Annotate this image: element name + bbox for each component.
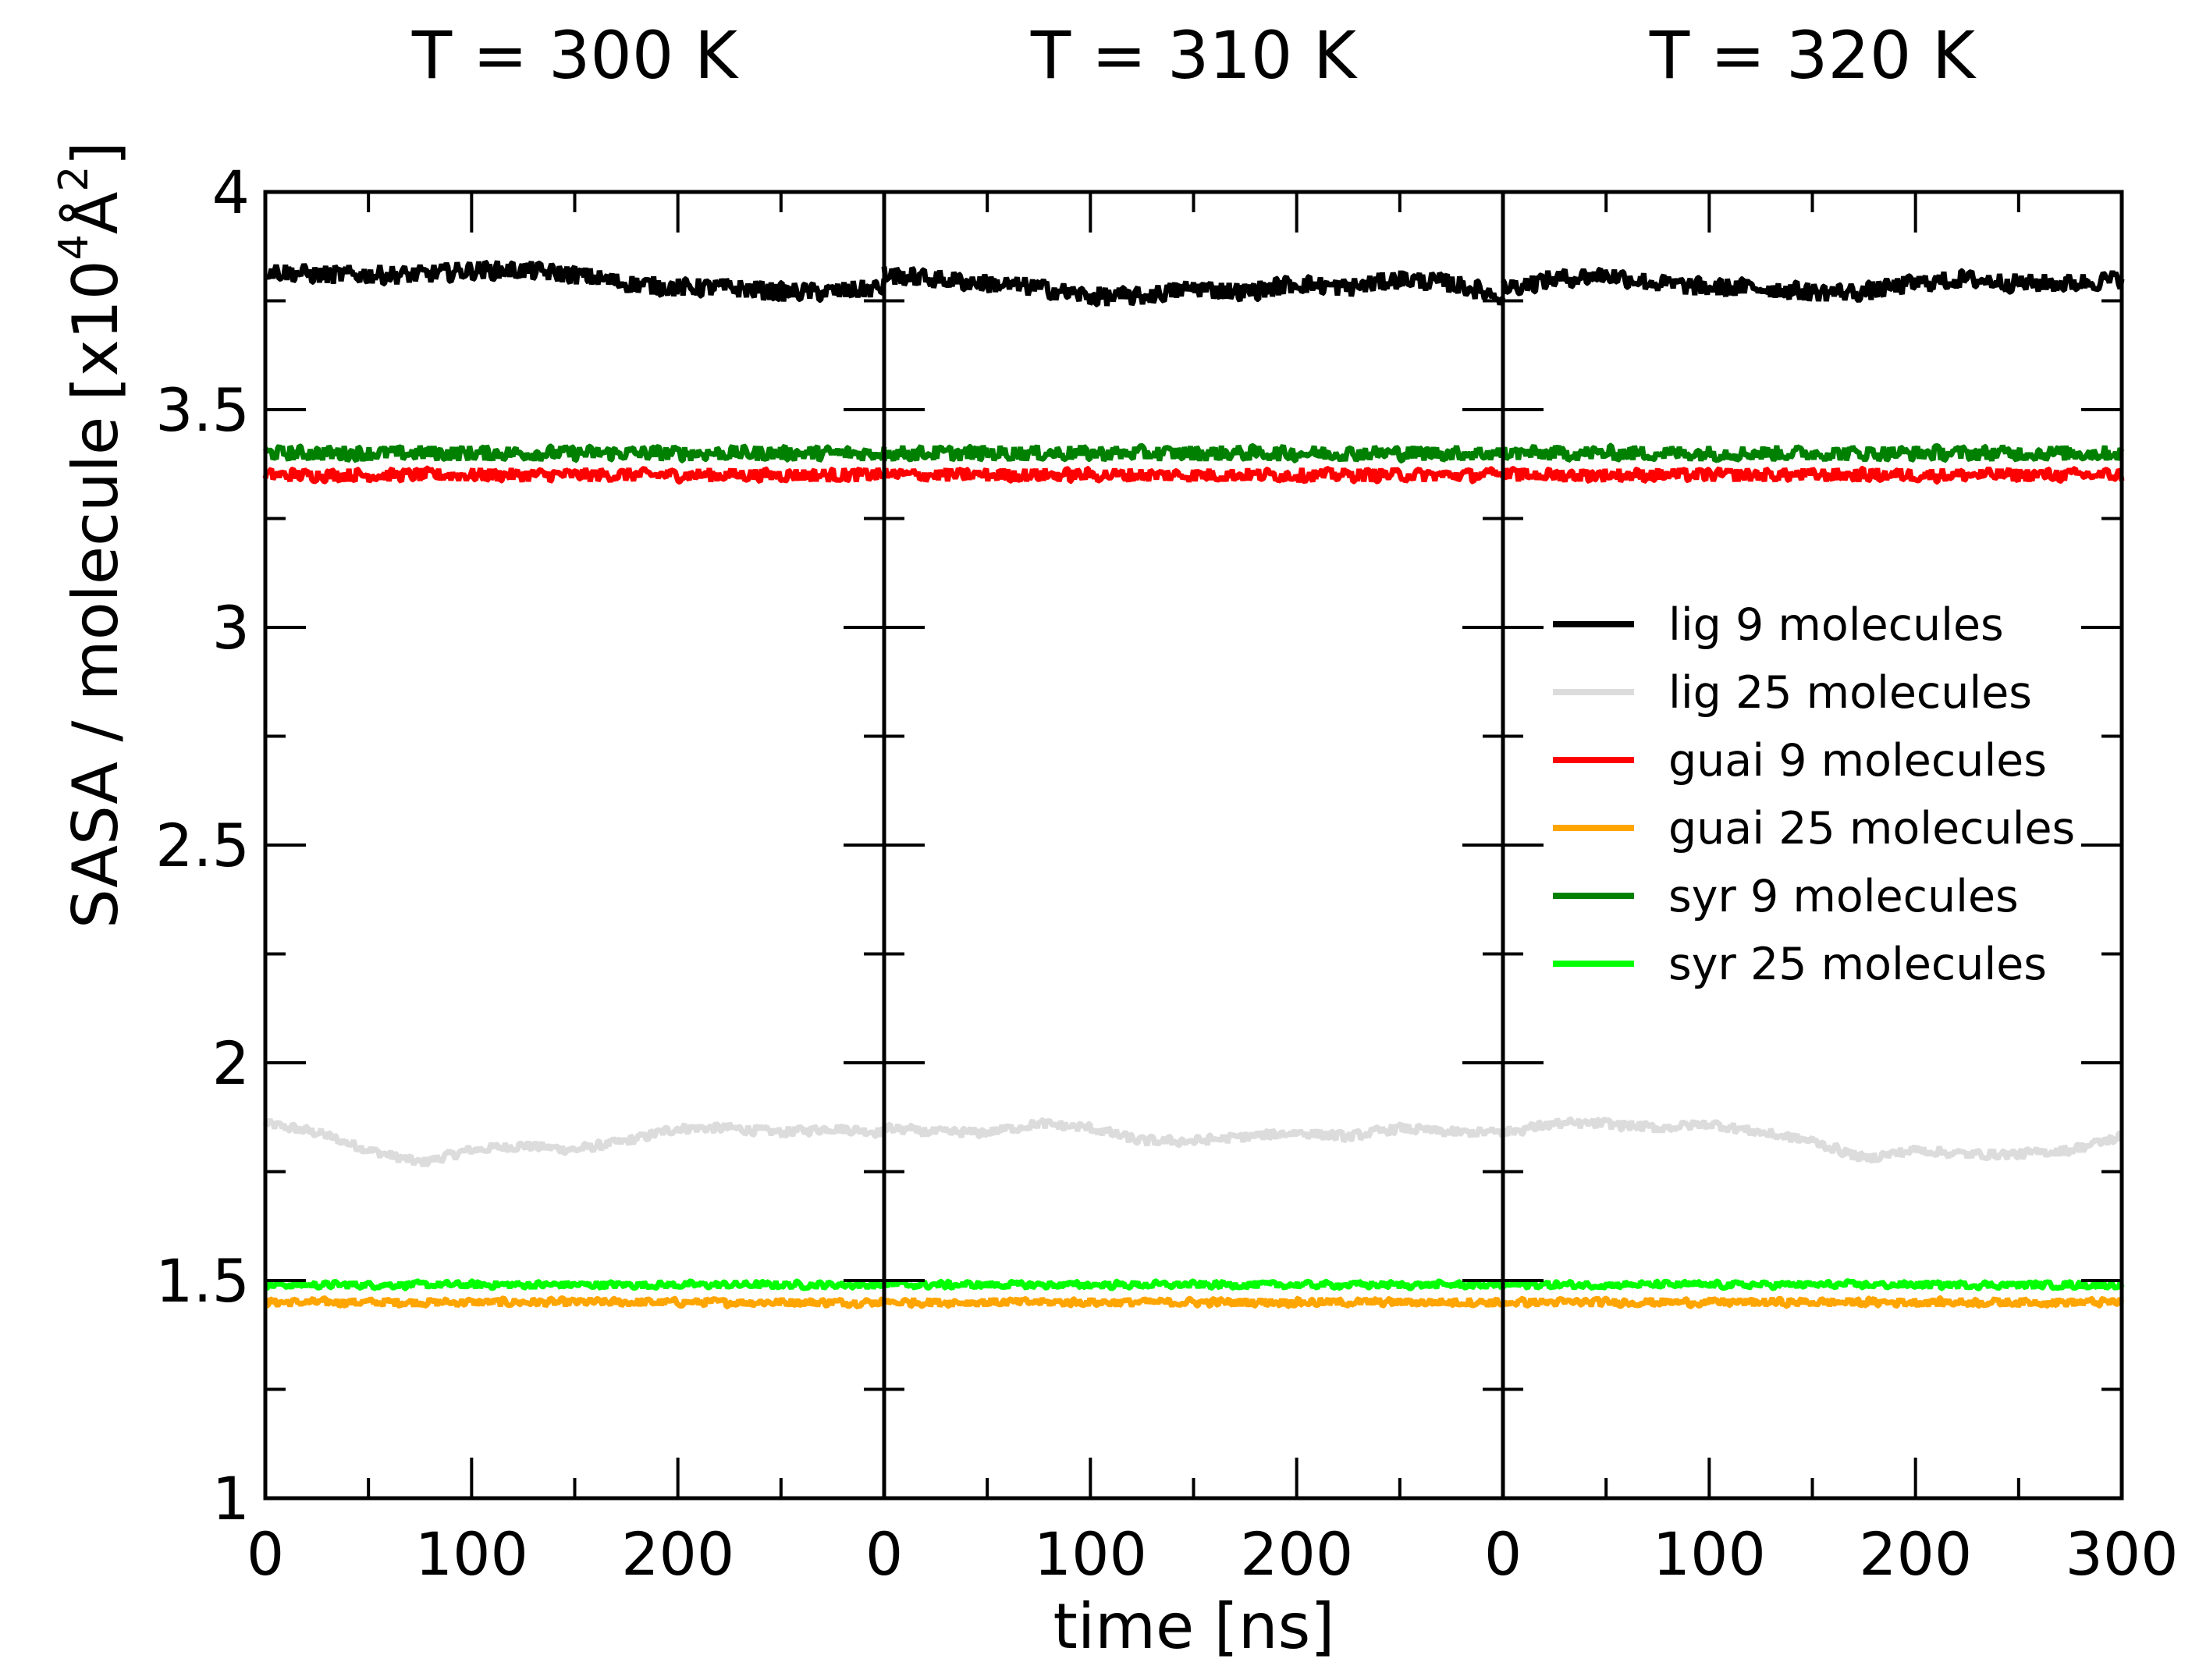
x-tick-label-last: 300: [2065, 1519, 2178, 1589]
series-line-lig-25-molecules-panel-2: [881, 1117, 1505, 1149]
x-axis-title: time [ns]: [1053, 1590, 1335, 1663]
panel-title-3: T = 320 K: [1649, 17, 1977, 94]
legend-label-guai-9-molecules: guai 9 molecules: [1668, 735, 2047, 787]
series-line-syr-9-molecules-panel-1: [262, 443, 887, 464]
series-line-guai-25-molecules-panel-2: [881, 1295, 1505, 1309]
y-tick-label: 3: [212, 593, 250, 662]
x-tick-label-panel-3: 0: [1484, 1519, 1522, 1589]
x-tick-label-panel-2: 200: [1240, 1519, 1353, 1589]
series-line-lig-9-molecules-panel-2: [881, 266, 1506, 307]
x-tick-label-panel-2: 0: [865, 1519, 903, 1589]
legend-label-syr-9-molecules: syr 9 molecules: [1668, 871, 2019, 922]
legend-label-guai-25-molecules: guai 25 molecules: [1668, 803, 2075, 854]
label-layer: time [ns] SASA / molecule[x104Å2]: [51, 141, 1334, 1663]
y-axis-title: SASA / molecule [x104Å2]: [51, 141, 132, 929]
series-line-guai-9-molecules-panel-2: [881, 465, 1506, 485]
y-axis-title-main: SASA / molecule: [59, 417, 132, 929]
y-axis-title-unit-exp: 2: [51, 165, 98, 191]
y-tick-label: 3.5: [155, 375, 250, 445]
series-line-syr-25-molecules-panel-3: [1501, 1278, 2125, 1291]
series-line-guai-9-molecules-panel-1: [262, 465, 886, 485]
legend: lig 9 molecules lig 25 molecules guai 9 mo…: [1553, 599, 2075, 990]
y-axis-title-unit: [x10: [59, 260, 132, 400]
y-tick-label: 1: [212, 1464, 250, 1533]
series-line-syr-25-molecules-panel-2: [882, 1278, 1505, 1291]
y-axis-title-close: ]: [59, 141, 132, 165]
y-axis-title-unit-symbol: Å: [59, 191, 132, 234]
series-line-lig-9-molecules-panel-3: [1500, 266, 2125, 303]
series-line-guai-9-molecules-panel-3: [1500, 465, 2125, 485]
legend-label-syr-25-molecules: syr 25 molecules: [1668, 939, 2047, 990]
y-tick-label: 2: [212, 1028, 250, 1098]
series-line-lig-25-molecules-panel-3: [1500, 1116, 2125, 1164]
series-line-syr-25-molecules-panel-1: [265, 1278, 887, 1291]
x-tick-label-panel-1: 0: [247, 1519, 284, 1589]
axes-layer: T = 300 K 0 100 200 T = 310 K 0 100 200 T = 320 …: [155, 17, 2178, 1589]
series-line-syr-9-molecules-panel-3: [1500, 442, 2125, 464]
x-tick-label-panel-1: 200: [621, 1519, 734, 1589]
y-axis-title-exp: 4: [51, 234, 98, 260]
series-line-syr-9-molecules-panel-2: [881, 442, 1506, 464]
y-tick-label: 1.5: [155, 1246, 250, 1316]
legend-label-lig-25-molecules: lig 25 molecules: [1668, 667, 2032, 719]
y-tick-label: 4: [212, 158, 250, 227]
series-layer: [262, 259, 2125, 1309]
panel-title-2: T = 310 K: [1030, 17, 1358, 94]
y-tick-label: 2.5: [155, 811, 250, 880]
series-line-lig-25-molecules-panel-1: [262, 1118, 886, 1168]
series-line-guai-25-molecules-panel-3: [1501, 1295, 2125, 1309]
x-tick-label-panel-1: 100: [415, 1519, 528, 1589]
panel-title-1: T = 300 K: [411, 17, 739, 94]
series-line-lig-9-molecules-panel-1: [263, 259, 887, 304]
x-tick-label-panel-3: 100: [1653, 1519, 1766, 1589]
x-tick-label-panel-3: 200: [1859, 1519, 1972, 1589]
legend-label-lig-9-molecules: lig 9 molecules: [1668, 599, 2004, 651]
x-tick-label-panel-2: 100: [1034, 1519, 1147, 1589]
series-line-guai-25-molecules-panel-1: [263, 1295, 887, 1309]
